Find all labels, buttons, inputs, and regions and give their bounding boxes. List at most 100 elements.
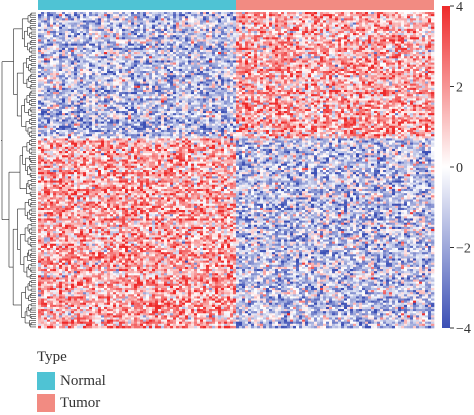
heatmap-cell bbox=[281, 81, 285, 84]
heatmap-cell bbox=[329, 58, 333, 61]
heatmap-cell bbox=[110, 83, 114, 87]
heatmap-cell bbox=[50, 24, 54, 28]
heatmap-cell bbox=[413, 62, 417, 66]
heatmap-cell bbox=[368, 68, 372, 72]
heatmap-cell bbox=[143, 12, 147, 15]
heatmap-cell bbox=[422, 60, 426, 63]
heatmap-cell bbox=[191, 14, 195, 17]
heatmap-cell bbox=[296, 45, 300, 49]
heatmap-cell bbox=[119, 54, 123, 57]
heatmap-cell bbox=[194, 58, 198, 61]
heatmap-cell bbox=[374, 26, 378, 30]
heatmap-cell bbox=[404, 58, 408, 61]
heatmap-cell bbox=[425, 77, 429, 80]
heatmap-cell bbox=[161, 77, 165, 80]
heatmap-cell bbox=[383, 68, 387, 72]
heatmap-cell bbox=[83, 24, 87, 28]
heatmap-cell bbox=[275, 12, 279, 15]
heatmap-cell bbox=[44, 64, 48, 68]
heatmap-cell bbox=[299, 77, 303, 80]
heatmap-cell bbox=[74, 16, 78, 19]
heatmap-cell bbox=[74, 64, 78, 68]
heatmap-cell bbox=[347, 49, 351, 53]
heatmap-cell bbox=[218, 54, 222, 57]
heatmap-cell bbox=[314, 60, 318, 63]
heatmap-cell bbox=[176, 77, 180, 80]
heatmap-cell bbox=[116, 81, 120, 84]
heatmap-cell bbox=[119, 68, 123, 72]
heatmap-cell bbox=[38, 68, 42, 72]
heatmap-cell bbox=[386, 39, 390, 42]
heatmap-cell bbox=[254, 47, 258, 51]
heatmap-cell bbox=[131, 47, 135, 51]
heatmap-cell bbox=[104, 60, 108, 63]
heatmap-cell bbox=[389, 41, 393, 44]
heatmap-cell bbox=[335, 20, 339, 23]
heatmap-cell bbox=[221, 30, 225, 34]
heatmap-cell bbox=[110, 26, 114, 30]
heatmap-cell bbox=[338, 20, 342, 23]
heatmap-cell bbox=[392, 24, 396, 28]
heatmap-cell bbox=[344, 24, 348, 28]
heatmap-cell bbox=[125, 54, 129, 57]
heatmap-cell bbox=[296, 28, 300, 32]
heatmap-cell bbox=[221, 68, 225, 72]
heatmap-cell bbox=[44, 12, 48, 15]
heatmap-cell bbox=[152, 62, 156, 66]
heatmap-cell bbox=[290, 37, 294, 40]
heatmap-cell bbox=[104, 56, 108, 59]
heatmap-cell bbox=[56, 41, 60, 44]
heatmap-cell bbox=[275, 66, 279, 70]
heatmap-cell bbox=[137, 83, 141, 87]
heatmap-cell bbox=[248, 66, 252, 70]
heatmap-cell bbox=[425, 64, 429, 68]
heatmap-cell bbox=[212, 37, 216, 40]
heatmap-cell bbox=[278, 37, 282, 40]
heatmap-cell bbox=[128, 45, 132, 49]
heatmap-cell bbox=[233, 41, 237, 44]
heatmap-cell bbox=[62, 64, 66, 68]
heatmap-cell bbox=[218, 79, 222, 82]
heatmap-cell bbox=[221, 33, 225, 36]
heatmap-cell bbox=[50, 41, 54, 44]
heatmap-cell bbox=[368, 81, 372, 84]
heatmap-cell bbox=[47, 35, 51, 38]
heatmap-cell bbox=[209, 52, 213, 55]
heatmap-cell bbox=[416, 58, 420, 61]
heatmap-cell bbox=[392, 79, 396, 82]
heatmap-cell bbox=[206, 58, 210, 61]
heatmap-cell bbox=[293, 33, 297, 36]
heatmap-cell bbox=[203, 26, 207, 30]
heatmap-cell bbox=[341, 20, 345, 23]
heatmap-cell bbox=[371, 62, 375, 66]
heatmap-cell bbox=[74, 52, 78, 55]
heatmap-cell bbox=[233, 77, 237, 80]
heatmap-cell bbox=[377, 45, 381, 49]
heatmap-cell bbox=[287, 52, 291, 55]
heatmap-cell bbox=[53, 26, 57, 30]
heatmap-cell bbox=[320, 75, 324, 78]
heatmap-cell bbox=[296, 79, 300, 82]
heatmap-cell bbox=[356, 45, 360, 49]
heatmap-cell bbox=[197, 49, 201, 53]
heatmap-cell bbox=[326, 54, 330, 57]
heatmap-cell bbox=[335, 73, 339, 76]
heatmap-cell bbox=[146, 14, 150, 17]
heatmap-cell bbox=[314, 41, 318, 44]
heatmap-cell bbox=[59, 54, 63, 57]
heatmap-cell bbox=[362, 26, 366, 30]
heatmap-cell bbox=[272, 77, 276, 80]
heatmap-cell bbox=[158, 75, 162, 78]
heatmap-cell bbox=[182, 62, 186, 66]
heatmap-cell bbox=[161, 47, 165, 51]
heatmap-cell bbox=[41, 45, 45, 49]
heatmap-cell bbox=[104, 77, 108, 80]
heatmap-cell bbox=[101, 41, 105, 44]
heatmap-cell bbox=[422, 77, 426, 80]
heatmap-cell bbox=[125, 64, 129, 68]
heatmap-cell bbox=[176, 35, 180, 38]
heatmap-cell bbox=[416, 66, 420, 70]
heatmap-cell bbox=[158, 22, 162, 25]
heatmap-cell bbox=[227, 16, 231, 19]
heatmap-cell bbox=[422, 39, 426, 42]
